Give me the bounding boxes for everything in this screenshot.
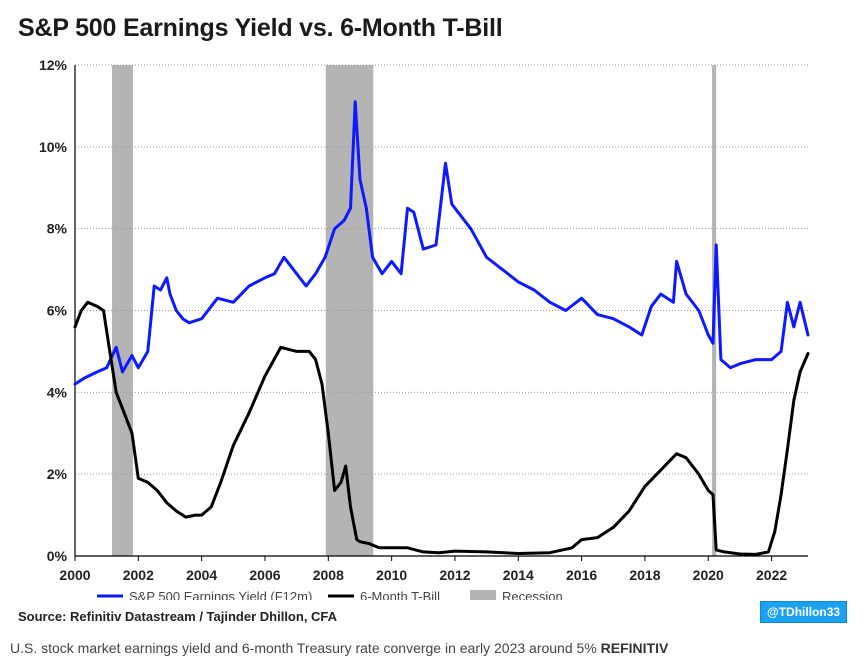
y-tick-label-4: 8% — [47, 221, 68, 237]
recession-band-1 — [112, 65, 133, 556]
chart-title: S&P 500 Earnings Yield vs. 6-Month T-Bil… — [18, 14, 503, 42]
x-tick-label-0: 2000 — [59, 567, 90, 583]
source-note: Source: Refinitiv Datastream / Tajinder … — [18, 609, 338, 624]
legend-swatch-recession — [470, 590, 496, 600]
y-tick-label-6: 12% — [39, 57, 68, 73]
caption-brand: REFINITIV — [600, 640, 669, 656]
x-tick-label-3: 2006 — [249, 567, 280, 583]
y-tick-label-2: 4% — [47, 384, 68, 400]
x-tick-label-4: 2008 — [313, 567, 344, 583]
y-tick-label-3: 6% — [47, 303, 68, 319]
x-tick-label-10: 2020 — [693, 567, 724, 583]
legend-label-tbill: 6-Month T-Bill — [360, 589, 440, 600]
x-tick-label-11: 2022 — [756, 567, 787, 583]
y-tick-label-0: 0% — [47, 548, 68, 564]
legend-label-recession: Recession — [502, 589, 563, 600]
y-tick-label-1: 2% — [47, 466, 68, 482]
x-tick-label-2: 2004 — [186, 567, 217, 583]
x-tick-label-9: 2018 — [629, 567, 660, 583]
series-line-tbill — [73, 300, 810, 556]
caption-text: U.S. stock market earnings yield and 6-m… — [10, 640, 597, 656]
x-tick-label-5: 2010 — [376, 567, 407, 583]
twitter-handle-badge: @TDhillon33 — [760, 601, 848, 623]
legend-label-earnings-yield: S&P 500 Earnings Yield (F12m) — [129, 589, 312, 600]
x-tick-label-8: 2016 — [566, 567, 597, 583]
x-tick-label-1: 2002 — [123, 567, 154, 583]
x-tick-label-6: 2012 — [439, 567, 470, 583]
x-tick-label-7: 2014 — [503, 567, 534, 583]
series-line-earnings-yield — [73, 100, 810, 386]
chart: 0% 2% 4% 6% 8% 10% 12% 2000 2002 2004 2006 2008 2010… — [39, 57, 810, 600]
y-tick-label-5: 10% — [39, 139, 68, 155]
caption: U.S. stock market earnings yield and 6-m… — [10, 640, 668, 656]
